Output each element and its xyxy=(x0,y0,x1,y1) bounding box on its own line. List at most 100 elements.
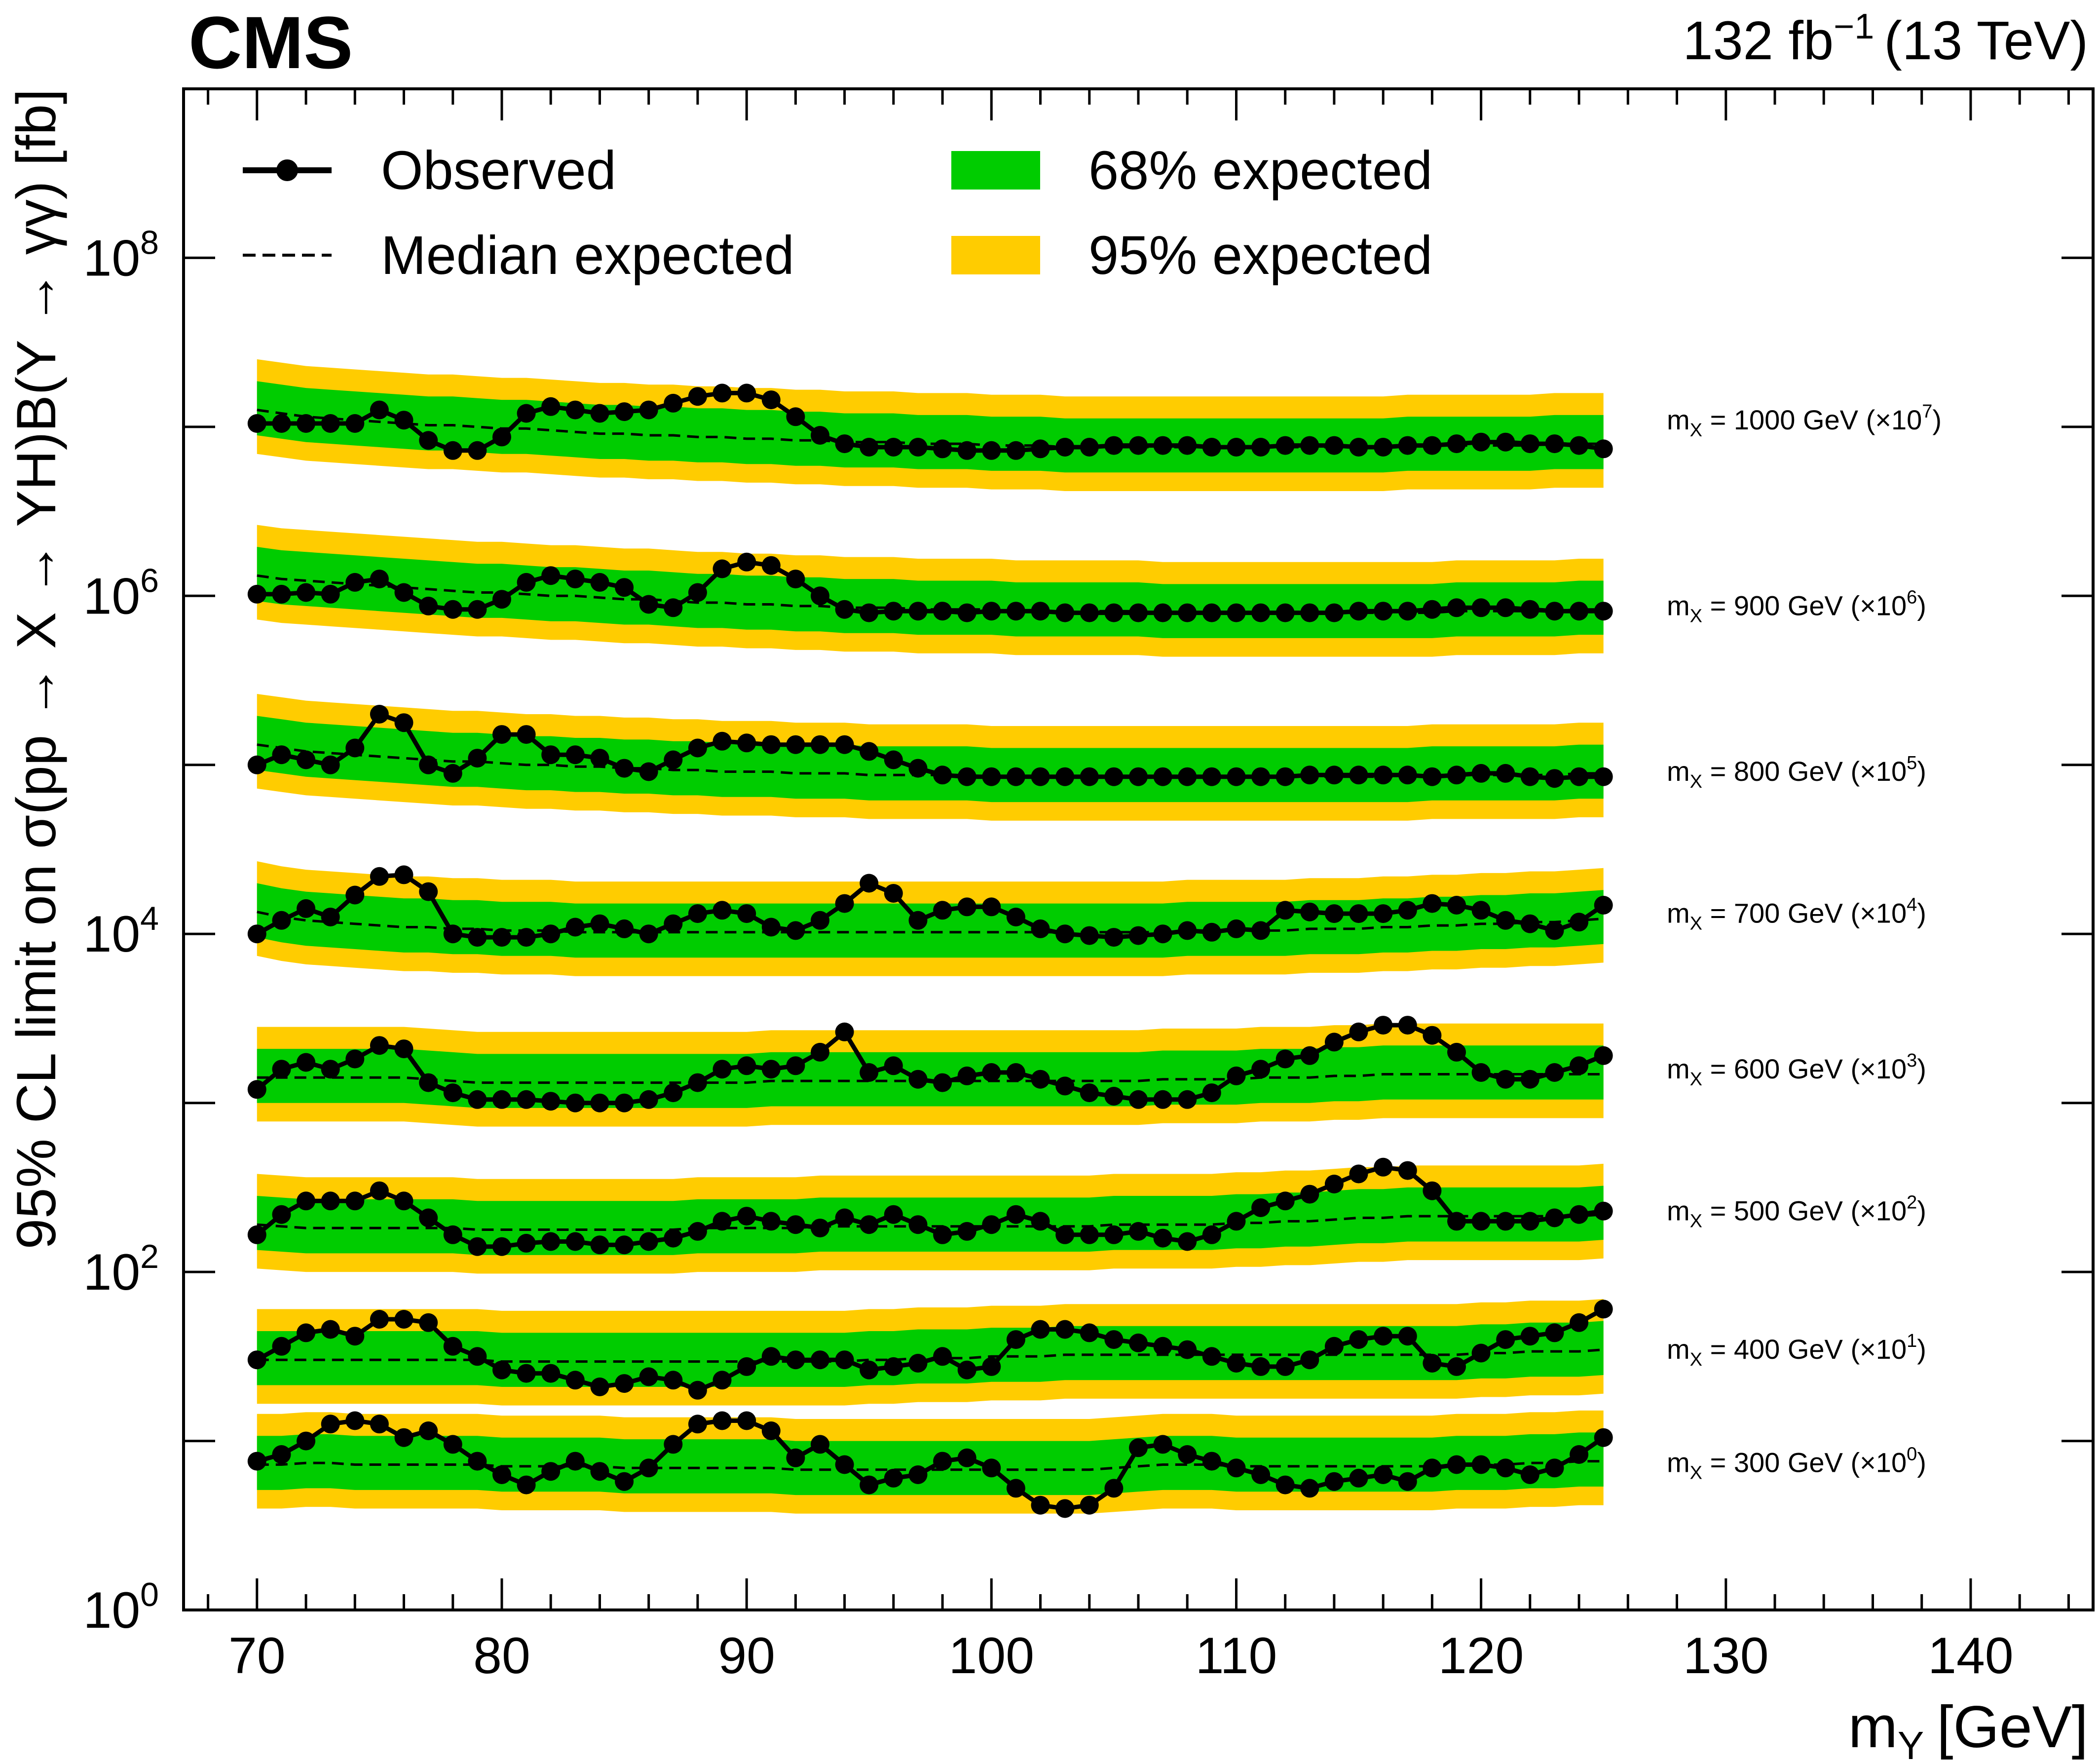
legend-observed-label: Observed xyxy=(381,140,616,201)
observed-point xyxy=(1570,1445,1589,1464)
observed-point xyxy=(786,1350,805,1370)
observed-point xyxy=(1202,603,1221,622)
observed-point xyxy=(247,1080,266,1099)
observed-point xyxy=(639,924,658,944)
observed-point xyxy=(1129,1090,1148,1109)
observed-point xyxy=(908,602,928,621)
observed-point xyxy=(1275,1475,1295,1494)
observed-point xyxy=(443,764,462,783)
mass-label-part: = 900 GeV (×10 xyxy=(1702,590,1907,621)
observed-point xyxy=(639,595,658,614)
mass-label-part: ) xyxy=(1917,590,1926,621)
mass-label-part: 5 xyxy=(1907,753,1917,773)
observed-point xyxy=(517,1475,536,1494)
observed-point xyxy=(1006,767,1025,786)
x-axis-title-sub: Y xyxy=(1898,1723,1924,1761)
observed-point xyxy=(933,766,952,785)
observed-point xyxy=(1594,1046,1613,1065)
observed-point xyxy=(1006,1330,1025,1349)
observed-point xyxy=(1300,436,1319,455)
observed-point xyxy=(982,1458,1001,1478)
observed-point xyxy=(1251,1465,1271,1484)
observed-series-mx-5001 xyxy=(247,1157,1613,1256)
observed-point xyxy=(1545,1458,1564,1478)
observed-point xyxy=(982,1357,1001,1376)
mass-label-mx-6001: mX = 600 GeV (×103) xyxy=(1667,1050,1926,1090)
observed-point xyxy=(1006,441,1025,460)
observed-point xyxy=(835,894,854,913)
observed-point xyxy=(786,1056,805,1075)
observed-point xyxy=(761,735,781,754)
observed-point xyxy=(1349,1330,1368,1349)
x-axis-title: mY [GeV] xyxy=(1848,1694,2088,1761)
lumi-energy: (13 TeV) xyxy=(1884,10,2088,71)
observed-point xyxy=(1324,1472,1344,1491)
observed-point xyxy=(370,1310,389,1329)
mass-label-part: 6 xyxy=(1907,587,1917,608)
observed-point xyxy=(1227,1458,1246,1478)
observed-point xyxy=(590,749,609,768)
observed-point xyxy=(615,919,634,938)
observed-point xyxy=(565,745,585,765)
observed-point xyxy=(761,390,781,410)
observed-point xyxy=(1570,602,1589,621)
observed-point xyxy=(737,904,756,923)
observed-point xyxy=(1447,1212,1466,1231)
mass-label-part: 7 xyxy=(1922,401,1932,422)
observed-point xyxy=(1545,434,1564,454)
observed-point xyxy=(1570,767,1589,786)
y-tick-exponent: 0 xyxy=(140,1576,159,1613)
observed-point xyxy=(1006,1479,1025,1498)
observed-point xyxy=(1447,766,1466,785)
observed-point xyxy=(345,885,365,905)
observed-point xyxy=(1251,1198,1271,1217)
observed-point xyxy=(1006,602,1025,621)
observed-point xyxy=(860,1360,879,1379)
observed-point xyxy=(615,1374,634,1393)
band68-mx-6001 xyxy=(257,1045,1604,1108)
observed-point xyxy=(908,438,928,457)
observed-point xyxy=(1300,1479,1319,1498)
observed-point xyxy=(419,755,438,774)
observed-point xyxy=(1447,598,1466,617)
observed-point xyxy=(639,1090,658,1109)
observed-point xyxy=(761,1347,781,1366)
observed-point xyxy=(1496,764,1515,783)
observed-point xyxy=(1227,1354,1246,1373)
observed-point xyxy=(957,603,976,622)
observed-point xyxy=(1275,1357,1295,1376)
x-axis-title-main: m xyxy=(1848,1694,1898,1760)
y-axis-title: 95% CL limit on σ(pp → X → YH)B(Y → γγ) … xyxy=(5,89,67,1249)
observed-point xyxy=(1398,602,1417,621)
observed-point xyxy=(1275,1049,1295,1069)
observed-point xyxy=(1545,921,1564,940)
observed-point xyxy=(860,1215,879,1234)
observed-point xyxy=(345,1411,365,1430)
observed-point xyxy=(590,1462,609,1481)
legend-band68-swatch xyxy=(951,151,1040,190)
observed-point xyxy=(1227,438,1246,457)
observed-point xyxy=(811,735,829,754)
observed-point xyxy=(1275,436,1295,455)
observed-point xyxy=(1080,438,1099,457)
observed-point xyxy=(590,1378,609,1396)
observed-point xyxy=(1055,767,1075,786)
observed-point xyxy=(394,1039,413,1059)
y-tick-base: 10 xyxy=(83,906,140,963)
observed-point xyxy=(1129,603,1148,622)
observed-point xyxy=(1374,1016,1393,1035)
observed-point xyxy=(1080,1083,1099,1103)
observed-point xyxy=(1129,767,1148,786)
mass-label-part: m xyxy=(1667,590,1690,621)
mass-label-mx-7001: mX = 700 GeV (×104) xyxy=(1667,895,1926,934)
x-tick-label: 140 xyxy=(1928,1627,2014,1684)
observed-point xyxy=(321,414,340,433)
observed-point xyxy=(1227,1066,1246,1085)
observed-point xyxy=(492,1090,511,1109)
median-line-mx-1000 xyxy=(257,409,1604,449)
observed-point xyxy=(1594,602,1613,621)
observed-point xyxy=(908,911,928,930)
observed-series-mx-8001 xyxy=(247,705,1613,788)
observed-point xyxy=(1423,1181,1442,1200)
observed-point xyxy=(835,735,854,754)
